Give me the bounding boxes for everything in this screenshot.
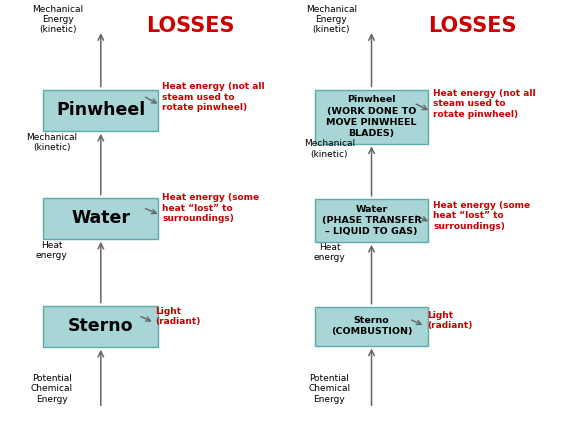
FancyBboxPatch shape bbox=[316, 307, 427, 346]
Text: Heat energy (not all
steam used to
rotate pinwheel): Heat energy (not all steam used to rotat… bbox=[162, 83, 265, 112]
FancyBboxPatch shape bbox=[43, 306, 158, 346]
FancyBboxPatch shape bbox=[316, 90, 427, 143]
Text: Potential
Chemical
Energy: Potential Chemical Energy bbox=[308, 374, 351, 403]
FancyBboxPatch shape bbox=[43, 90, 158, 131]
Text: Mechanical
Energy
(kinetic): Mechanical Energy (kinetic) bbox=[32, 5, 83, 34]
FancyBboxPatch shape bbox=[43, 198, 158, 238]
Text: LOSSES: LOSSES bbox=[428, 16, 517, 36]
Text: Sterno: Sterno bbox=[68, 317, 134, 335]
Text: Mechanical
(kinetic): Mechanical (kinetic) bbox=[26, 133, 77, 152]
Text: Water: Water bbox=[71, 209, 130, 227]
Text: Pinwheel
(WORK DONE TO
MOVE PINWHEEL
BLADES): Pinwheel (WORK DONE TO MOVE PINWHEEL BLA… bbox=[326, 95, 417, 138]
Text: Light
(radiant): Light (radiant) bbox=[427, 311, 473, 330]
Text: Heat energy (not all
steam used to
rotate pinwheel): Heat energy (not all steam used to rotat… bbox=[433, 89, 536, 118]
Text: Heat energy (some
heat “lost” to
surroundings): Heat energy (some heat “lost” to surroun… bbox=[162, 194, 260, 223]
Text: Heat
energy: Heat energy bbox=[36, 241, 68, 260]
Text: Mechanical
Energy
(kinetic): Mechanical Energy (kinetic) bbox=[306, 5, 357, 34]
Text: Pinwheel: Pinwheel bbox=[56, 101, 145, 119]
Text: Light
(radiant): Light (radiant) bbox=[156, 307, 201, 326]
Text: Water
(PHASE TRANSFER
– LIQUID TO GAS): Water (PHASE TRANSFER – LIQUID TO GAS) bbox=[322, 205, 421, 236]
Text: Heat
energy: Heat energy bbox=[313, 243, 346, 262]
Text: LOSSES: LOSSES bbox=[146, 16, 234, 36]
Text: Potential
Chemical
Energy: Potential Chemical Energy bbox=[31, 374, 73, 403]
Text: Mechanical
(kinetic): Mechanical (kinetic) bbox=[304, 140, 355, 159]
FancyBboxPatch shape bbox=[316, 199, 427, 242]
Text: Heat energy (some
heat “lost” to
surroundings): Heat energy (some heat “lost” to surroun… bbox=[433, 201, 530, 231]
Text: Sterno
(COMBUSTION): Sterno (COMBUSTION) bbox=[331, 316, 412, 336]
